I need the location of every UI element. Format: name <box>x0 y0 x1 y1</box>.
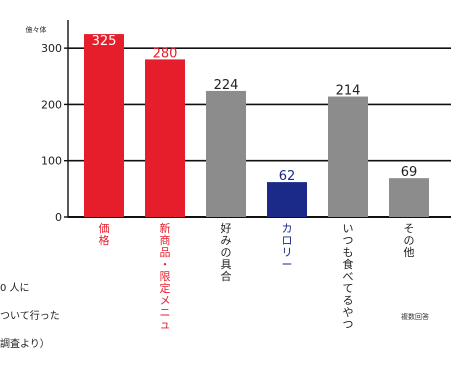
bar-5 <box>328 96 368 217</box>
bar-1 <box>84 34 124 218</box>
category-label-1: 価格 <box>99 222 110 247</box>
value-label-3: 224 <box>214 78 239 93</box>
value-label-4: 62 <box>279 169 296 184</box>
value-label-5: 214 <box>336 84 361 99</box>
value-label-2: 280 <box>153 46 178 61</box>
category-label-4: カロリー <box>282 222 293 271</box>
bars <box>84 34 429 218</box>
y-tick-label: 100 <box>41 155 62 168</box>
y-axis-label: 億々体 <box>26 25 47 34</box>
bar-3 <box>206 90 246 217</box>
footnote-line-3: 調査より） <box>0 339 50 350</box>
category-label-2: 新商品・限定メニュー <box>160 221 171 331</box>
gridlines <box>64 20 451 218</box>
bar-4 <box>267 182 307 217</box>
bar-6 <box>389 178 429 217</box>
source-footnote: 0 人に ついて行った 調査より） <box>0 268 110 366</box>
value-label-6: 69 <box>401 165 418 180</box>
bar-chart: 億々体 0 100 200 300 325 280 224 62 214 69 価格 新商品・限定… <box>26 20 451 331</box>
category-label-6: その他 <box>404 222 415 259</box>
y-tick-label: 200 <box>41 98 62 111</box>
category-label-3: 好みの具合 <box>221 221 232 283</box>
category-label-5: いつも食べてるやつ <box>343 222 354 331</box>
value-labels: 325 280 224 62 214 69 <box>92 34 418 184</box>
y-tick-label: 300 <box>41 42 62 55</box>
y-tick-label: 0 <box>55 211 62 224</box>
y-tick-labels: 0 100 200 300 <box>41 42 62 224</box>
multiple-answer-note: 複数回答 <box>401 313 429 321</box>
footnote-line-1: 0 人に <box>0 283 30 294</box>
category-labels: 価格 新商品・限定メニュー 好みの具合 カロリー いつも食べてるやつ その他 <box>99 221 415 331</box>
value-label-1: 325 <box>92 34 117 49</box>
bar-2 <box>145 59 185 218</box>
footnote-line-2: ついて行った <box>0 311 60 322</box>
